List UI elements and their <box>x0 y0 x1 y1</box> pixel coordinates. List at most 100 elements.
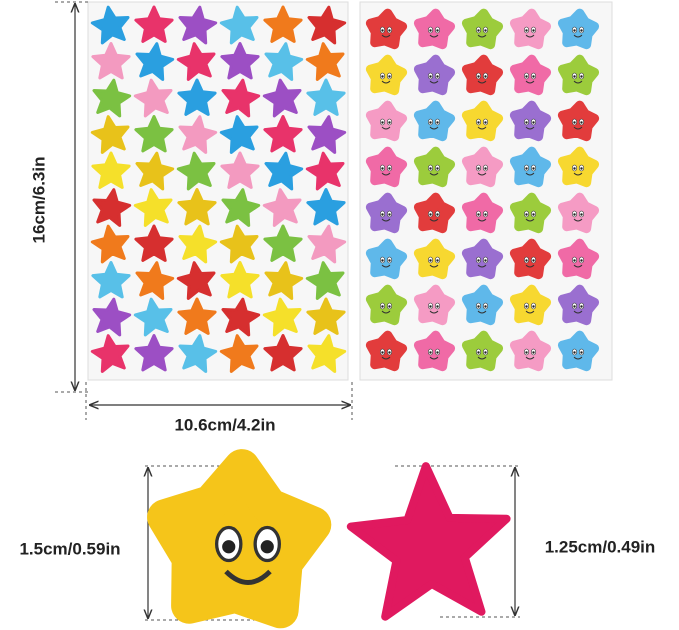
pupil <box>388 29 391 32</box>
star-sticker <box>178 115 218 154</box>
star-sticker <box>307 5 347 45</box>
star-sticker <box>220 42 260 80</box>
smiley-sticker <box>413 54 456 96</box>
star-sticker <box>263 5 303 43</box>
smiley-sticker <box>509 284 552 326</box>
star-sticker <box>263 334 303 372</box>
pupil <box>532 121 535 124</box>
smiley-sticker <box>413 238 456 280</box>
star-sticker <box>219 5 259 45</box>
smile <box>381 172 391 176</box>
smiley-sticker <box>509 8 552 50</box>
smiley-star-grid <box>365 8 600 372</box>
pupil <box>477 351 480 354</box>
star-sticker <box>306 78 346 116</box>
pupil <box>429 121 432 124</box>
smiley-sticker <box>557 192 600 234</box>
smiley-sticker <box>461 8 504 50</box>
pupil <box>580 259 583 262</box>
pupil <box>381 121 384 124</box>
smile <box>429 356 439 360</box>
smiley-sticker <box>509 238 552 280</box>
star-sticker <box>91 42 131 80</box>
star-sticker <box>177 188 217 226</box>
pupil <box>388 167 391 170</box>
pupil <box>573 305 576 308</box>
plain-star-grid <box>90 5 347 373</box>
star-sticker <box>221 188 261 227</box>
pupil <box>580 305 583 308</box>
star-sticker <box>133 78 173 118</box>
star-sticker <box>220 261 260 299</box>
smiley-sticker <box>509 100 552 142</box>
star-sticker <box>134 5 174 43</box>
star-sticker <box>91 151 131 189</box>
pupil <box>388 213 391 216</box>
smiley-sticker <box>557 100 600 142</box>
pupil <box>532 351 535 354</box>
star-sticker <box>90 5 130 45</box>
star-sticker <box>176 151 216 191</box>
smile <box>525 356 535 360</box>
pupil <box>429 351 432 354</box>
pupil <box>580 351 583 354</box>
pupil <box>525 305 528 308</box>
star-sticker <box>264 42 304 81</box>
star-sticker <box>306 297 346 335</box>
height-label: 16cm/6.3in <box>29 157 48 244</box>
star-sticker <box>305 261 345 300</box>
star-sticker <box>178 5 218 45</box>
smile <box>525 264 535 268</box>
pupil <box>580 213 583 216</box>
pupil <box>436 259 439 262</box>
star-sticker <box>307 334 347 373</box>
pupil <box>429 213 432 216</box>
smile <box>224 569 272 585</box>
star-sticker <box>92 297 132 337</box>
sheet-plain-stars <box>87 1 349 381</box>
star-sticker <box>135 151 175 191</box>
pupil <box>573 351 576 354</box>
smiley-sticker <box>461 146 504 188</box>
pupil <box>429 305 432 308</box>
smiley-sticker <box>557 54 600 96</box>
pupil <box>381 259 384 262</box>
smiley-sticker <box>365 238 408 280</box>
smile <box>525 34 535 38</box>
smiley-sticker <box>461 100 504 142</box>
smile <box>573 34 583 38</box>
smiley-sticker <box>461 284 504 326</box>
pupil <box>429 167 432 170</box>
smiley-sticker <box>557 284 600 326</box>
star-sticker <box>133 297 173 337</box>
pupil <box>477 167 480 170</box>
smile <box>525 310 535 314</box>
smile <box>525 172 535 176</box>
pupil <box>484 29 487 32</box>
star-sticker <box>264 151 304 191</box>
pupil <box>532 29 535 32</box>
smile <box>381 126 391 130</box>
star-sticker <box>134 224 174 262</box>
pupil <box>525 167 528 170</box>
smile <box>573 172 583 176</box>
pupil <box>436 29 439 32</box>
star-sticker <box>262 78 302 118</box>
pupil <box>436 167 439 170</box>
star-sticker <box>90 334 130 373</box>
smile <box>525 126 535 130</box>
smiley-sticker <box>557 330 600 372</box>
smiley-sticker <box>557 8 600 50</box>
star-sticker <box>135 261 175 300</box>
star-sticker <box>306 188 346 226</box>
smile <box>573 126 583 130</box>
smile <box>573 310 583 314</box>
pupil <box>532 213 535 216</box>
star-sticker <box>305 42 345 81</box>
star-sticker <box>305 151 345 191</box>
star-sticker <box>219 224 259 264</box>
pupil <box>388 305 391 308</box>
pupil <box>532 305 535 308</box>
smiley-sticker <box>365 100 408 142</box>
